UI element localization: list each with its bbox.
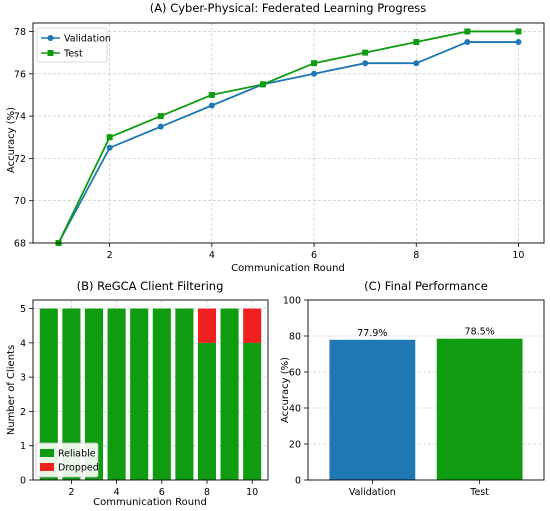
panel-c-ylabel: Accuracy (%) xyxy=(280,357,291,423)
panel-c-frame xyxy=(307,299,545,481)
series-validation-point xyxy=(157,123,164,130)
panel-a-ytick-label: 68 xyxy=(14,239,26,250)
panel-a-xtick-label: 4 xyxy=(209,250,215,261)
bar-reliable xyxy=(152,308,171,480)
bar-reliable xyxy=(62,308,81,480)
legend-reliable-swatch xyxy=(40,449,54,457)
series-validation-point xyxy=(515,39,522,46)
series-test-point xyxy=(157,113,164,120)
legend-dropped-swatch xyxy=(40,463,54,471)
panel-a-frame xyxy=(32,22,545,244)
panel-a-ytick-label: 74 xyxy=(14,112,26,123)
panel-a-ylabel: Accuracy (%) xyxy=(6,107,17,173)
panel-a-ytick-label: 78 xyxy=(14,27,26,38)
bar-reliable xyxy=(130,308,149,480)
panel-b-xtick-label: 6 xyxy=(159,487,165,498)
bar-reliable xyxy=(39,308,58,480)
panel-b: (B) ReGCA Client Filtering Communication… xyxy=(6,279,269,508)
panel-b-xtick-label: 4 xyxy=(114,487,120,498)
series-test-point xyxy=(362,49,369,56)
series-validation-point xyxy=(106,144,113,151)
panel-b-ytick-label: 4 xyxy=(20,338,26,349)
panel-c-ytick-label: 20 xyxy=(289,440,301,451)
bar-reliable xyxy=(84,308,104,480)
panel-a-ytick-label: 70 xyxy=(14,196,26,207)
bar-reliable xyxy=(220,308,239,480)
panel-c-ytick-label: 40 xyxy=(289,404,301,415)
panel-c-ytick-label: 80 xyxy=(289,332,301,343)
series-test-point xyxy=(413,39,420,46)
panel-b-xtick-label: 8 xyxy=(204,487,210,498)
bar-reliable xyxy=(243,342,262,480)
panel-c-ytick-label: 60 xyxy=(289,368,301,379)
bar-reliable xyxy=(197,342,217,480)
series-test-point xyxy=(106,134,113,141)
panel-a-xtick-label: 2 xyxy=(107,250,113,261)
panel-a-xlabel: Communication Round xyxy=(231,263,345,274)
panel-b-ylabel: Number of Clients xyxy=(6,345,17,435)
panel-c-xtick-label: Test xyxy=(469,487,489,498)
panel-a-xtick-label: 10 xyxy=(512,250,524,261)
panel-b-xtick-label: 10 xyxy=(246,487,258,498)
series-test-point xyxy=(464,28,471,35)
series-validation-point xyxy=(362,60,369,67)
legend-validation-label: Validation xyxy=(64,34,111,45)
panel-b-xlabel: Communication Round xyxy=(93,497,207,508)
panel-a-ytick-label: 76 xyxy=(14,69,26,80)
panel-a-legend: Validation Test xyxy=(36,27,111,63)
panel-a: (A) Cyber-Physical: Federated Learning P… xyxy=(6,1,545,274)
series-test-point xyxy=(311,60,318,67)
panel-a-ytick-label: 72 xyxy=(14,154,26,165)
series-test-point xyxy=(208,91,215,98)
data-label-validation: 77.9% xyxy=(357,328,387,339)
series-validation-line xyxy=(57,41,519,244)
panel-a-xtick-label: 8 xyxy=(413,250,419,261)
panel-b-ytick-label: 5 xyxy=(20,304,26,315)
bar-test xyxy=(436,338,523,480)
panel-a-xtick-label: 6 xyxy=(311,250,317,261)
bar-dropped xyxy=(197,308,217,343)
panel-b-frame xyxy=(32,299,269,481)
legend-test-label: Test xyxy=(63,49,83,60)
series-test-line xyxy=(57,30,519,244)
legend-reliable-label: Reliable xyxy=(58,449,96,460)
series-validation-point xyxy=(464,39,471,46)
panel-b-legend: Reliable Dropped xyxy=(35,442,99,478)
series-validation-point xyxy=(311,70,318,77)
series-test-point xyxy=(259,81,266,88)
panel-b-title: (B) ReGCA Client Filtering xyxy=(77,279,224,293)
series-test-point xyxy=(515,28,522,35)
data-label-test: 78.5% xyxy=(465,327,495,338)
panel-c-title: (C) Final Performance xyxy=(364,279,488,293)
series-validation-point xyxy=(413,60,420,67)
legend-dropped-label: Dropped xyxy=(58,463,99,474)
legend-validation-marker xyxy=(47,35,54,41)
bar-reliable xyxy=(175,308,194,480)
panel-b-ytick-label: 3 xyxy=(20,373,26,384)
panel-a-title: (A) Cyber-Physical: Federated Learning P… xyxy=(150,1,427,15)
series-validation-point xyxy=(208,102,215,109)
legend-test-marker xyxy=(47,50,54,56)
bar-reliable xyxy=(107,308,126,480)
panel-c-ytick-label: 100 xyxy=(283,296,301,307)
panel-c-ytick-label: 0 xyxy=(295,476,301,487)
bar-dropped xyxy=(243,308,262,343)
panel-b-ytick-label: 2 xyxy=(20,407,26,418)
bar-validation xyxy=(329,339,416,480)
panel-c-xtick-label: Validation xyxy=(349,487,396,498)
panel-b-ytick-label: 0 xyxy=(20,476,26,487)
panel-b-ytick-label: 1 xyxy=(20,441,26,452)
panel-c: (C) Final Performance Accuracy (%) 0 20 40… xyxy=(280,279,545,498)
panel-b-xtick-label: 2 xyxy=(68,487,74,498)
